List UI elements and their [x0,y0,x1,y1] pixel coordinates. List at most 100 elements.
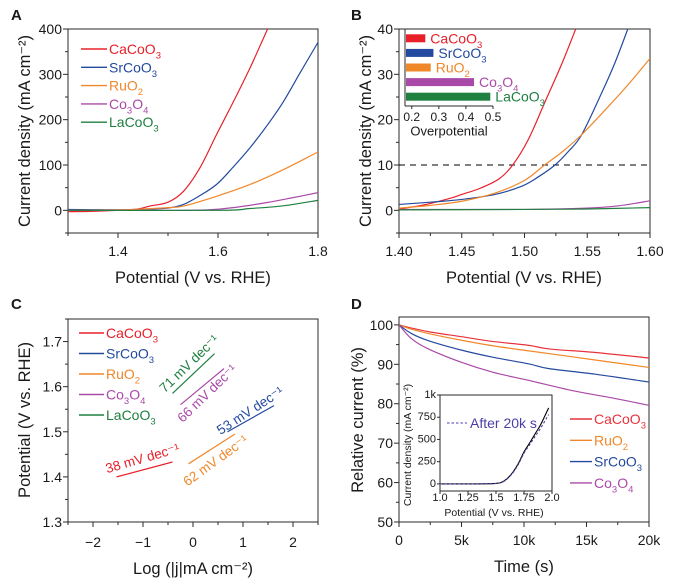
inset-legend-item-after-20k-s: After 20k s [447,415,537,431]
legend-label: CaCoO3 [109,41,161,62]
inset-plot-frame [439,394,553,492]
series-line-srcoo3 [399,324,649,383]
inset-x-tick-label: 1.75 [513,492,534,504]
y-tick-label: 100 [370,317,394,333]
series-line-ruo2 [399,58,650,209]
inset-bar-label: CaCoO3 [430,30,482,51]
panel-b: B 1.40 1.45 1.50 1.55 1.60 0 10 20 30 40 Potential … [351,7,664,287]
inset-series-line-after-20k-s [440,414,550,485]
inset-y-tick-label: 0 [430,478,436,490]
inset-bar-label: Co3O4 [479,74,518,95]
inset-x-tick-label: 0.2 [403,110,420,124]
inset-x-axis-title: Overpotential [410,124,487,139]
y-tick-label: 0 [54,202,62,218]
inset-bar-label: RuO2 [436,60,470,81]
y-tick-label: 200 [39,112,63,128]
x-axis-title: Log (|j|mA cm⁻²) [133,560,253,578]
legend-item-cacoo3: CaCoO3 [79,325,158,346]
inset-bar-srcoo3 [406,48,434,57]
series-group [399,324,649,406]
series-line-cacoo3 [116,461,173,478]
series-line-cacoo3 [399,29,577,210]
y-tick-label: 90 [377,356,393,372]
y-axis-title: Potential (V vs. RHE) [16,342,34,498]
inset-x-tick-label: 1.0 [432,492,447,504]
y-tick-label: 60 [377,475,393,491]
x-tick-label: 2 [289,534,297,550]
x-tick-label: 1.40 [385,243,412,259]
legend-label: CaCoO3 [594,411,646,432]
series-line-srcoo3 [227,405,275,433]
plot-frame [67,28,319,234]
legend-label: SrCoO3 [106,346,154,367]
legend-label: Co3O4 [109,96,148,117]
y-tick-label: 1.4 [43,469,63,485]
y-tick-label: 1.3 [43,514,63,530]
series-group [399,29,650,211]
y-tick-label: 100 [39,157,63,173]
inset-bar-ruo2 [406,63,431,72]
legend-label: RuO2 [109,78,143,99]
legend-label: CaCoO3 [106,325,158,346]
y-axis-title: Relative current (%) [349,347,367,493]
x-tick-label: 20k [638,532,662,548]
x-tick-label: 1.50 [511,243,538,259]
y-tick-label: 1.6 [43,379,63,395]
panel-letter: A [11,7,22,24]
legend-item-cacoo3: CaCoO3 [81,41,161,62]
y-tick-label: 30 [377,66,393,82]
x-tick-label: −1 [135,534,151,550]
legend-item-co3o4: Co3O4 [79,387,145,407]
legend-label: SrCoO3 [109,59,157,80]
series-line-lacoo3 [68,199,318,212]
legend-item-co3o4: Co3O4 [81,96,148,117]
series-line-ruo2 [188,433,236,465]
series-group [68,29,318,213]
y-tick-label: 300 [39,66,63,82]
series-line-lacoo3 [399,207,650,211]
series-line-cacoo3 [399,324,649,359]
legend-item-srcoo3: SrCoO3 [79,346,154,367]
y-tick-label: 1.7 [43,334,63,350]
legend-label: SrCoO3 [594,454,642,475]
x-tick-label: −2 [85,534,101,550]
x-tick-label: 0 [189,534,197,550]
panel-a: A 1.4 1.6 1.8 0 100 200 300 400 Potential (V vs. … [11,7,328,287]
inset-y-tick-label: 250 [418,456,436,468]
legend-label: LaCoO3 [106,407,156,428]
legend-label: RuO2 [594,432,628,453]
inset-y-tick-label: 750 [418,411,436,423]
inset-x-tick-label: 0.4 [458,110,475,124]
panel-letter: D [351,296,362,313]
y-axis-title: Current density (mA cm⁻²) [357,35,375,227]
y-tick-label: 0 [385,202,393,218]
series-group [116,353,275,478]
legend-label: Co3O4 [594,475,633,496]
series-line-ruo2 [399,324,649,369]
series-line-srcoo3 [399,29,629,206]
legend-item-lacoo3: LaCoO3 [79,407,156,428]
inset-line-chart: 1.0 1.25 1.5 1.75 2.0 0 250 500 750 1k Potential (… [402,384,560,519]
legend-item-ruo2: RuO2 [79,366,140,387]
inset-x-tick-label: 1.25 [457,492,478,504]
x-tick-label: 1.6 [208,243,228,259]
y-tick-label: 80 [377,396,393,412]
inset-series-group [440,407,550,485]
inset-bar-co3o4 [406,78,475,87]
inset-y-tick-label: 500 [418,433,436,445]
inset-bar-lacoo3 [406,92,491,101]
series-line-ruo2 [68,151,318,211]
legend-item-ruo2: RuO2 [570,432,628,453]
inset-legend-label: After 20k s [470,415,537,431]
series-line-co3o4 [399,324,649,406]
x-tick-label: 1.55 [574,243,601,259]
legend-item-cacoo3: CaCoO3 [570,411,646,432]
y-tick-label: 40 [377,21,393,37]
inset-x-tick-label: 1.5 [488,492,503,504]
inset-x-tick-label: 0.3 [431,110,448,124]
x-tick-label: 1.45 [448,243,475,259]
